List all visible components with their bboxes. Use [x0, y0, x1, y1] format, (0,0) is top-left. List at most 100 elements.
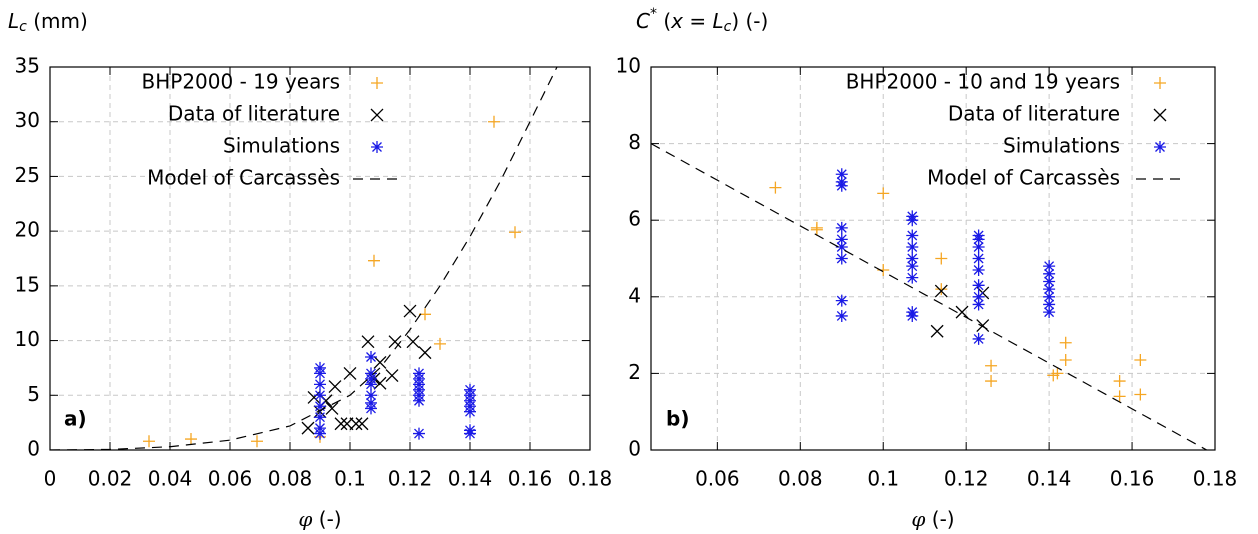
point	[906, 210, 919, 223]
y-axis-label: Lc (mm)	[8, 9, 88, 36]
legend-label: BHP2000 - 19 years	[142, 70, 341, 94]
point	[877, 187, 890, 200]
point	[406, 335, 420, 349]
point	[413, 367, 425, 380]
point	[251, 435, 263, 448]
point	[325, 401, 339, 415]
y-tick-label: 10	[616, 54, 641, 78]
plot-frame	[650, 66, 1216, 451]
x-tick-label: 0.12	[388, 467, 433, 491]
point	[835, 221, 848, 234]
x-axis-label: φ (-)	[298, 507, 341, 531]
point	[340, 417, 354, 431]
legend-label: Model of Carcassès	[147, 166, 340, 190]
point	[314, 361, 326, 374]
point	[1113, 375, 1126, 388]
y-tick-label: 25	[15, 163, 40, 187]
plot-area	[50, 67, 558, 450]
point	[769, 181, 782, 194]
legend-marker	[1153, 108, 1167, 122]
point	[314, 422, 326, 435]
x-tick-label: 0	[44, 467, 57, 491]
x-tick-label: 0.18	[568, 467, 613, 491]
point	[972, 229, 985, 242]
point	[906, 306, 919, 319]
legend-label: Model of Carcassès	[927, 166, 1120, 190]
point	[935, 283, 948, 296]
point	[388, 335, 402, 349]
legend-label: Data of literature	[948, 102, 1120, 126]
point	[835, 294, 848, 307]
x-axis-label: φ (-)	[911, 507, 954, 531]
panel-label: b)	[666, 407, 689, 431]
point	[488, 115, 500, 128]
x-tick-label: 0.04	[148, 467, 193, 491]
point	[418, 346, 432, 360]
point	[509, 226, 521, 239]
point	[976, 319, 990, 332]
legend-marker	[371, 77, 383, 89]
point	[1043, 298, 1056, 311]
point	[985, 375, 998, 388]
point	[810, 223, 823, 236]
point	[314, 400, 326, 413]
point	[935, 252, 948, 265]
x-tick-label: 0.02	[88, 467, 133, 491]
y-tick-label: 20	[15, 218, 40, 242]
point	[314, 389, 326, 402]
point	[1043, 260, 1056, 273]
legend-marker	[1154, 77, 1166, 89]
point	[906, 252, 919, 265]
point	[835, 241, 848, 254]
legend-label: Simulations	[1003, 134, 1120, 158]
point	[1051, 367, 1064, 380]
point	[403, 304, 417, 318]
point	[972, 252, 985, 265]
point	[1043, 290, 1056, 303]
legend-label: Data of literature	[168, 102, 340, 126]
point	[1043, 306, 1056, 319]
point	[365, 367, 377, 380]
point	[328, 380, 342, 393]
point	[1059, 336, 1072, 349]
point	[314, 378, 326, 391]
point	[972, 279, 985, 292]
y-tick-label: 5	[27, 382, 40, 406]
point	[906, 241, 919, 254]
y-tick-label: 6	[628, 207, 641, 231]
point	[385, 369, 399, 383]
x-tick-label: 0.06	[208, 467, 253, 491]
y-tick-label: 4	[628, 283, 641, 307]
panel-label: a)	[64, 407, 87, 431]
point	[934, 284, 948, 298]
point	[1043, 283, 1056, 296]
point	[955, 305, 969, 319]
x-tick-label: 0.1	[334, 467, 366, 491]
legend-marker	[370, 108, 384, 122]
x-tick-label: 0.16	[1110, 467, 1155, 491]
point	[355, 417, 369, 431]
point	[1113, 390, 1126, 403]
point	[464, 424, 476, 437]
y-tick-label: 30	[15, 108, 40, 132]
x-tick-label: 0.06	[695, 467, 740, 491]
y-axis-label: C* (x = Lc) (-)	[636, 6, 768, 35]
point	[334, 417, 348, 431]
point	[185, 433, 197, 446]
y-tick-label: 35	[15, 54, 40, 78]
point	[985, 359, 998, 372]
point	[972, 241, 985, 254]
point	[361, 335, 375, 349]
point	[835, 309, 848, 322]
legend-label: Simulations	[223, 134, 340, 158]
point	[1134, 353, 1147, 366]
point	[835, 175, 848, 188]
y-tick-label: 10	[15, 327, 40, 351]
point	[365, 396, 377, 409]
y-tick-label: 2	[628, 360, 641, 384]
x-tick-label: 0.12	[944, 467, 989, 491]
point	[368, 254, 380, 267]
model-line	[651, 143, 1207, 450]
point	[301, 421, 315, 435]
